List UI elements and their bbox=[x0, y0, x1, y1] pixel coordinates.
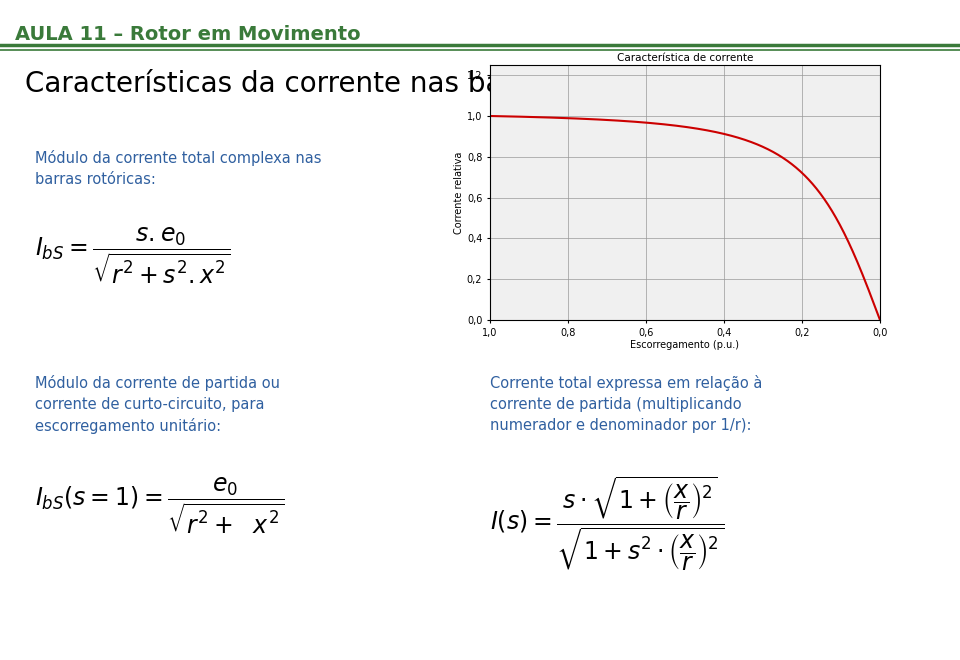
Text: Módulo da corrente total complexa nas
barras rotóricas:: Módulo da corrente total complexa nas ba… bbox=[35, 150, 322, 187]
Text: $I_{bS}(s=1) = \dfrac{e_0}{\sqrt{r^2 +\ \ x^2}}$: $I_{bS}(s=1) = \dfrac{e_0}{\sqrt{r^2 +\ … bbox=[35, 475, 284, 536]
Text: $I_{bS} = \dfrac{s.e_0}{\sqrt{r^2 + s^2.x^2}}$: $I_{bS} = \dfrac{s.e_0}{\sqrt{r^2 + s^2.… bbox=[35, 225, 231, 286]
Text: $I(s) = \dfrac{s \cdot \sqrt{1 + \left(\dfrac{x}{r}\right)^2}}{\sqrt{1 + s^2 \cd: $I(s) = \dfrac{s \cdot \sqrt{1 + \left(\… bbox=[490, 475, 724, 574]
Text: Características da corrente nas barras rotóricas: Características da corrente nas barras r… bbox=[25, 70, 686, 98]
Text: Módulo da corrente de partida ou
corrente de curto-circuito, para
escorregamento: Módulo da corrente de partida ou corrent… bbox=[35, 375, 280, 434]
Title: Característica de corrente: Característica de corrente bbox=[617, 53, 754, 63]
Text: Corrente total expressa em relação à
corrente de partida (multiplicando
numerado: Corrente total expressa em relação à cor… bbox=[490, 375, 762, 433]
Text: AULA 11 – Rotor em Movimento: AULA 11 – Rotor em Movimento bbox=[15, 25, 361, 44]
Y-axis label: Corrente relativa: Corrente relativa bbox=[454, 151, 464, 234]
X-axis label: Escorregamento (p.u.): Escorregamento (p.u.) bbox=[631, 341, 739, 350]
